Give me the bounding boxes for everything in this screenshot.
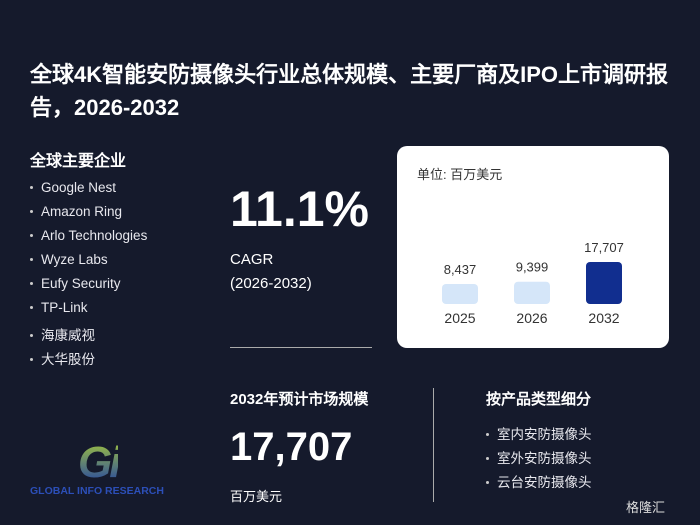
logo-text: GLOBAL INFO RESEARCH [30, 485, 164, 497]
unit-label: 单位: 百万美元 [417, 167, 502, 182]
company: 大华股份 [30, 348, 95, 368]
companies-heading: 全球主要企业 [30, 153, 127, 170]
company: TP-Link [30, 300, 88, 315]
market-unit: 百万美元 [230, 489, 283, 504]
segment: 室内安防摄像头 [486, 423, 592, 443]
watermark: 格隆汇 [626, 500, 666, 515]
company: Google Nest [30, 180, 116, 195]
title: 全球4K智能安防摄像头行业总体规模、主要厂商及IPO上市调研报告，2026-20… [30, 62, 669, 120]
logo-mark: Gi [78, 438, 121, 488]
value-label: 9,399 [516, 260, 549, 275]
market-value: 17,707 [230, 425, 353, 469]
value-label: 8,437 [444, 262, 477, 277]
cagr-label: CAGR [230, 251, 274, 268]
value-label: 17,707 [584, 240, 624, 255]
company: Wyze Labs [30, 252, 108, 267]
company: Eufy Security [30, 276, 121, 291]
segment: 室外安防摄像头 [486, 447, 592, 467]
company: Amazon Ring [30, 204, 122, 219]
market-heading: 2032年预计市场规模 [230, 391, 369, 408]
cagr-period: (2026-2032) [230, 275, 312, 292]
segment: 云台安防摄像头 [486, 471, 592, 491]
company: 海康威视 [30, 324, 95, 344]
bar [514, 281, 550, 304]
logo-mark-text: Gi [78, 438, 121, 487]
category-label: 2026 [516, 310, 547, 326]
divider [230, 347, 372, 348]
bar [442, 283, 478, 304]
category-label: 2032 [588, 310, 619, 326]
company: Arlo Technologies [30, 228, 147, 243]
bar [586, 262, 622, 304]
chart: 单位: 百万美元 8,437 2025 9,399 2026 17,707 2032 [417, 167, 624, 326]
segments-heading: 按产品类型细分 [486, 391, 592, 408]
category-label: 2025 [444, 310, 475, 326]
cagr-value: 11.1% [230, 181, 370, 237]
chart-card: 单位: 百万美元 8,437 2025 9,399 2026 17,707 2032 [397, 146, 669, 348]
divider [433, 388, 434, 502]
